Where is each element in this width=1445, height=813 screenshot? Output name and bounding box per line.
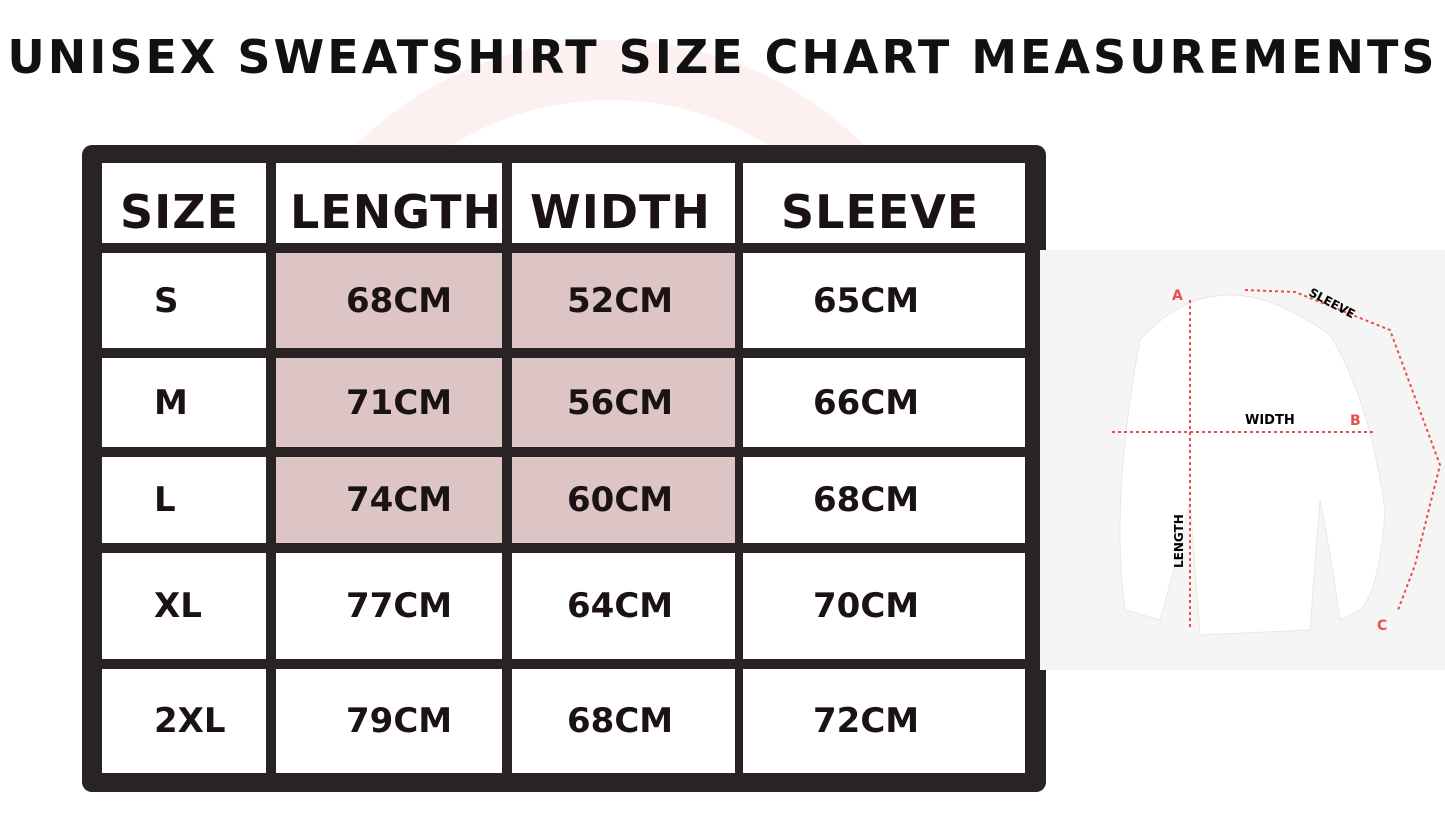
point-c-label: C: [1377, 618, 1387, 634]
point-b-label: B: [1350, 413, 1361, 429]
measurement-cell: 79CM: [276, 669, 502, 773]
measurement-cell: 64CM: [512, 553, 735, 659]
page-title: UNISEX SWEATSHIRT SIZE CHART MEASUREMENT…: [7, 30, 1438, 84]
column-header: WIDTH: [512, 163, 735, 243]
measurement-cell: 68CM: [743, 457, 1025, 543]
measurement-cell: 70CM: [743, 553, 1025, 659]
size-cell: S: [102, 253, 266, 348]
size-table: SIZE LENGTH WIDTH SLEEVE S 68CM 52CM 65CM M 71CM 5…: [82, 145, 1046, 792]
width-label: WIDTH: [1245, 413, 1295, 428]
size-cell: M: [102, 358, 266, 447]
size-cell: XL: [102, 553, 266, 659]
measurement-cell: 66CM: [743, 358, 1025, 447]
measurement-cell: 72CM: [743, 669, 1025, 773]
sleeve-label: SLEEVE: [1307, 285, 1358, 321]
measurement-lines: [1112, 289, 1442, 630]
measurement-cell: 74CM: [276, 457, 502, 543]
column-header: LENGTH: [276, 163, 502, 243]
measurement-cell: 68CM: [276, 253, 502, 348]
column-header: SLEEVE: [743, 163, 1025, 243]
size-cell: L: [102, 457, 266, 543]
size-cell: 2XL: [102, 669, 266, 773]
measurement-cell: 60CM: [512, 457, 735, 543]
measurement-cell: 56CM: [512, 358, 735, 447]
point-a-label: A: [1172, 288, 1183, 304]
column-header: SIZE: [102, 163, 266, 243]
sweatshirt-diagram: A B C WIDTH SLEEVE LENGTH: [1040, 250, 1445, 670]
measurement-cell: 68CM: [512, 669, 735, 773]
measurement-cell: 52CM: [512, 253, 735, 348]
measurement-cell: 65CM: [743, 253, 1025, 348]
measurement-cell: 71CM: [276, 358, 502, 447]
sweatshirt-shape: [1119, 294, 1386, 636]
length-label: LENGTH: [1172, 514, 1186, 568]
measurement-cell: 77CM: [276, 553, 502, 659]
